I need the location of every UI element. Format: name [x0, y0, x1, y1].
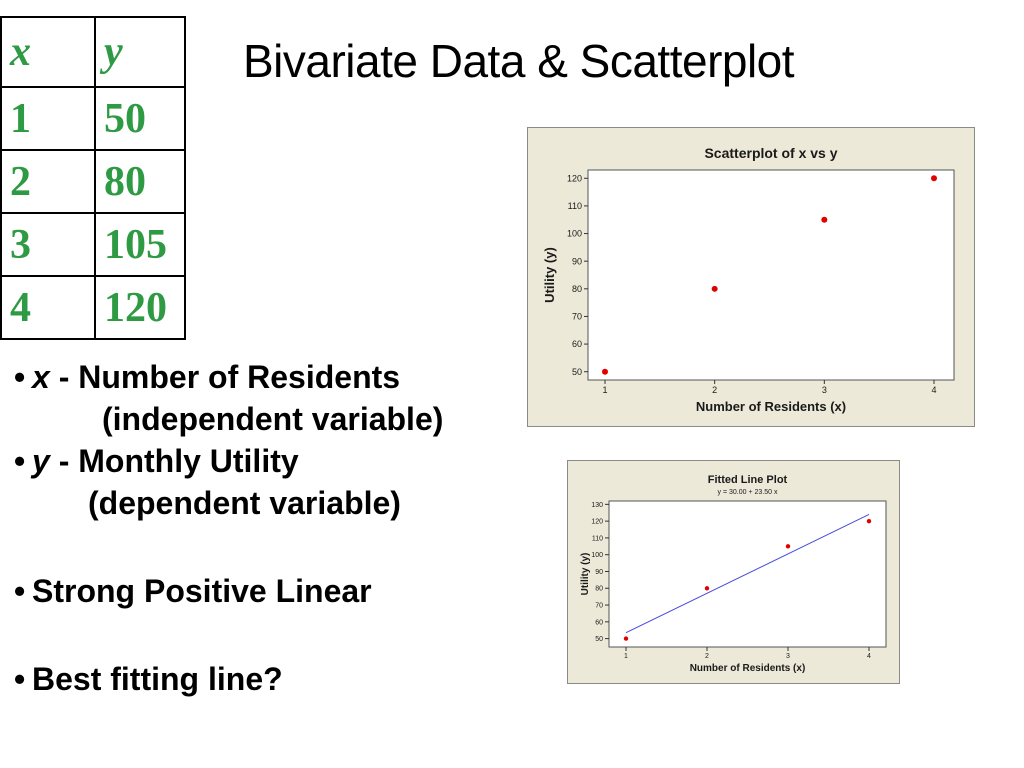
bullet-question: • Best fitting line?	[14, 658, 514, 700]
fitted-subtitle: y = 30.00 + 23.50 x	[718, 489, 778, 496]
table-row: 2 80	[0, 149, 186, 214]
scatter-xtick-label: 4	[931, 385, 936, 395]
bullet-dot-icon: •	[14, 359, 26, 395]
scatter-plot-area	[587, 169, 955, 381]
fitted-xtick-label: 3	[786, 653, 790, 660]
fitted-ytick-label: 50	[595, 636, 603, 643]
table-row: 1 50	[0, 86, 186, 151]
bullet-sub-y: (dependent variable)	[88, 485, 401, 521]
table-cell: 50	[94, 86, 186, 151]
bullet-var-y: y	[32, 443, 50, 479]
bullet-text-x: - Number of Residents	[49, 359, 401, 395]
scatter-point	[711, 285, 718, 292]
fitted-ytick-label: 90	[595, 569, 603, 576]
table-header-row: x y	[0, 16, 186, 88]
scatter-ytick-label: 60	[572, 339, 582, 349]
table-cell: 105	[94, 212, 186, 277]
fitted-xtick-label: 2	[705, 653, 709, 660]
fitted-point	[623, 636, 629, 641]
fitted-ytick-label: 110	[592, 535, 603, 542]
fitted-line-panel: Fitted Line Plot y = 30.00 + 23.50 x 50 60 7…	[567, 460, 900, 684]
fitted-point	[866, 518, 872, 524]
table-header-x: x	[0, 16, 96, 88]
table-cell: 80	[94, 149, 186, 214]
fitted-title: Fitted Line Plot	[708, 474, 788, 486]
bullet-dot-icon: •	[14, 661, 26, 697]
table-cell: 4	[0, 275, 96, 340]
bullet-text-relationship: Strong Positive Linear	[32, 573, 372, 609]
bullet-sub-x: (independent variable)	[102, 401, 444, 437]
fitted-ytick-label: 130	[591, 502, 603, 509]
scatter-ytick-label: 50	[572, 367, 582, 377]
fitted-fit-line	[625, 513, 870, 634]
bullet-text-y: - Monthly Utility	[49, 443, 299, 479]
fitted-ytick-label: 70	[595, 602, 603, 609]
scatter-xtick-label: 1	[602, 385, 607, 395]
bullet-text-question: Best fitting line?	[32, 661, 283, 697]
scatter-ytick-label: 100	[567, 229, 582, 239]
scatter-ytick-label: 110	[568, 201, 582, 211]
data-table: x y 1 50 2 80 3 105 4 120	[0, 16, 186, 340]
bullet-x-variable: • x - Number of Residents (independent v…	[14, 356, 514, 440]
scatter-ytick-label: 80	[572, 284, 582, 294]
scatter-xtick-label: 3	[822, 385, 827, 395]
scatter-ytick-label: 90	[572, 256, 582, 266]
scatterplot-svg: Scatterplot of x vs y 50 60 70 80 90 100 110 120…	[542, 145, 955, 414]
scatter-ytick-label: 120	[567, 173, 582, 183]
fitted-ylabel: Utility (y)	[580, 553, 591, 596]
fitted-line-svg: Fitted Line Plot y = 30.00 + 23.50 x 50 60 7…	[580, 474, 887, 674]
table-cell: 3	[0, 212, 96, 277]
bullet-dot-icon: •	[14, 443, 26, 479]
scatter-ylabel: Utility (y)	[542, 247, 557, 303]
scatter-point	[602, 368, 608, 375]
fitted-ytick-label: 60	[595, 619, 603, 626]
scatter-point	[931, 175, 937, 182]
table-cell: 1	[0, 86, 96, 151]
scatter-point	[821, 216, 828, 223]
table-header-y: y	[94, 16, 186, 88]
fitted-point	[785, 544, 791, 549]
bullet-dot-icon: •	[14, 573, 26, 609]
bullet-relationship: • Strong Positive Linear	[14, 570, 514, 612]
fitted-ytick-label: 80	[595, 586, 603, 593]
bullet-var-x: x	[32, 359, 50, 395]
page-title: Bivariate Data & Scatterplot	[243, 35, 795, 87]
fitted-point	[704, 586, 710, 591]
fitted-xtick-label: 4	[867, 653, 871, 660]
scatter-xtick-label: 2	[712, 385, 717, 395]
table-cell: 120	[94, 275, 186, 340]
fitted-ytick-label: 100	[591, 552, 603, 559]
fitted-xlabel: Number of Residents (x)	[690, 663, 806, 674]
fitted-ytick-label: 120	[591, 519, 603, 526]
bullet-list: • x - Number of Residents (independent v…	[14, 356, 514, 700]
scatter-xlabel: Number of Residents (x)	[696, 399, 846, 414]
table-row: 4 120	[0, 275, 186, 340]
scatter-title: Scatterplot of x vs y	[704, 145, 837, 161]
scatterplot-panel: Scatterplot of x vs y 50 60 70 80 90 100 110 120…	[527, 127, 975, 427]
fitted-xtick-label: 1	[624, 653, 628, 660]
table-cell: 2	[0, 149, 96, 214]
scatter-ytick-label: 70	[572, 312, 582, 322]
bullet-y-variable: • y - Monthly Utility (dependent variabl…	[14, 440, 514, 524]
table-row: 3 105	[0, 212, 186, 277]
